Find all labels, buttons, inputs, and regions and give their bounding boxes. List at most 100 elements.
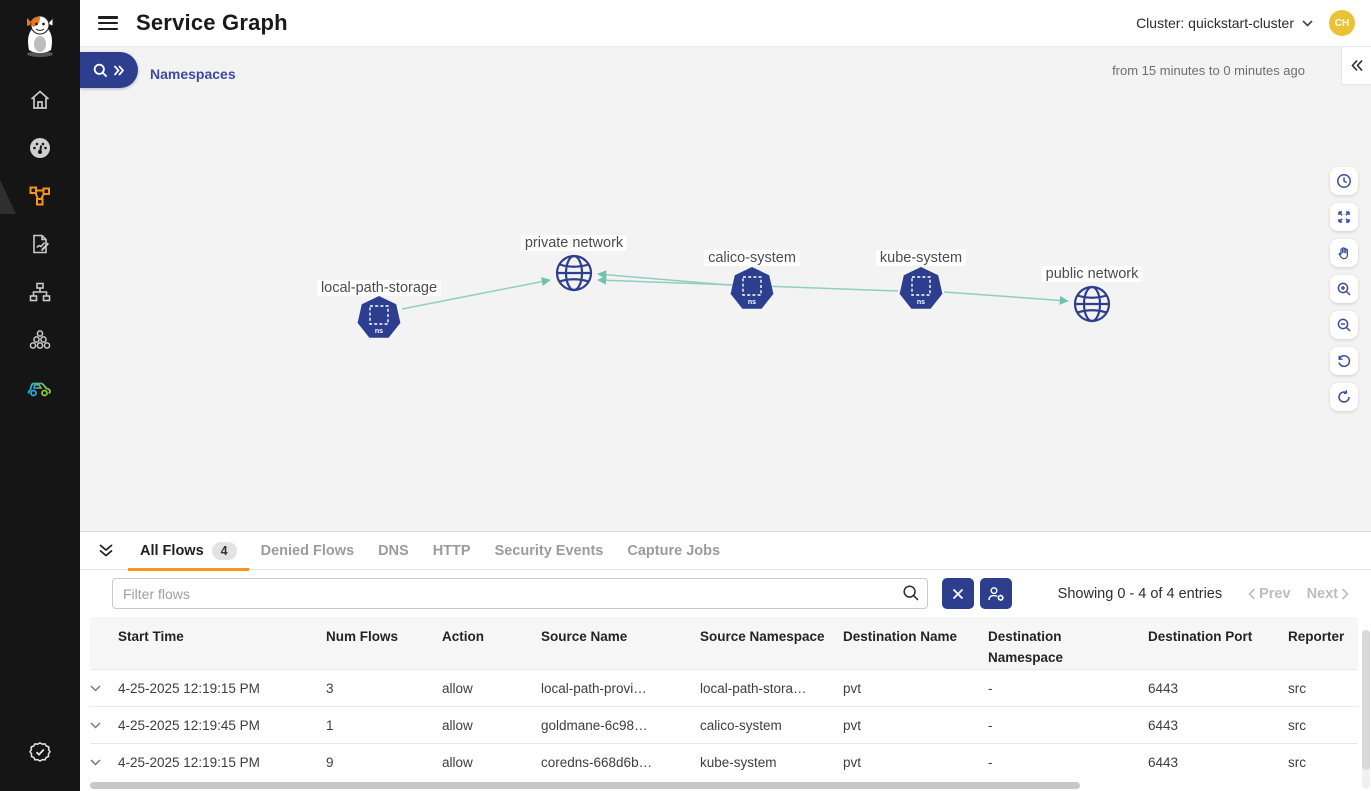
globe-icon bbox=[555, 254, 593, 292]
graph-toolbar bbox=[1330, 167, 1358, 411]
graph-node-label[interactable]: calico-system bbox=[704, 250, 800, 266]
flows-table-header: Start Time Num Flows Action Source Name … bbox=[90, 617, 1358, 669]
column-header[interactable]: Start Time bbox=[118, 629, 184, 644]
filter-row: Showing 0 - 4 of 4 entries Prev Next bbox=[80, 570, 1371, 617]
service-graph-canvas[interactable]: ns local-path-storage private network ns… bbox=[80, 47, 1371, 531]
graph-node-label[interactable]: kube-system bbox=[875, 250, 967, 266]
horizontal-scrollbar[interactable] bbox=[90, 782, 1080, 789]
sidebar-item-compliance[interactable] bbox=[0, 729, 80, 777]
graph-search-button[interactable] bbox=[80, 52, 138, 88]
sidebar-item-service-graph[interactable] bbox=[0, 172, 80, 220]
cluster-selector[interactable]: Cluster: quickstart-cluster bbox=[1136, 15, 1313, 31]
tab-all-flows[interactable]: All Flows 4 bbox=[128, 532, 249, 571]
fit-to-screen-button[interactable] bbox=[1330, 203, 1358, 231]
globe-icon bbox=[1073, 285, 1111, 323]
cell-destination-name: pvt bbox=[843, 754, 862, 770]
cell-start-time: 4-25-2025 12:19:15 PM bbox=[118, 680, 260, 696]
column-header[interactable]: Reporter bbox=[1288, 629, 1345, 644]
avatar[interactable]: CH bbox=[1329, 10, 1355, 36]
sidebar bbox=[0, 0, 80, 791]
zoom-in-button[interactable] bbox=[1330, 275, 1358, 303]
cell-destination-name: pvt bbox=[843, 680, 862, 696]
clear-filter-button[interactable] bbox=[942, 578, 974, 609]
row-expand-icon[interactable] bbox=[90, 684, 118, 692]
cell-destination-namespace: - bbox=[988, 717, 993, 733]
sidebar-item-workloads[interactable] bbox=[0, 316, 80, 364]
graph-node-network[interactable] bbox=[554, 253, 594, 293]
hamburger-menu-icon[interactable] bbox=[98, 16, 118, 30]
sidebar-item-dashboard[interactable] bbox=[0, 124, 80, 172]
panel-collapse-button[interactable] bbox=[96, 541, 116, 561]
chevron-left-icon bbox=[1248, 587, 1256, 600]
prev-page-button[interactable]: Prev bbox=[1248, 585, 1291, 602]
right-panel-expand-button[interactable] bbox=[1341, 47, 1371, 85]
zoom-out-icon bbox=[1337, 318, 1351, 332]
cell-source-name: goldmane-6c98… bbox=[541, 717, 648, 733]
column-header[interactable]: Destination Port bbox=[1148, 629, 1253, 644]
table-row[interactable]: 4-25-2025 12:19:45 PM 1 allow goldmane-6… bbox=[90, 706, 1358, 743]
sidebar-item-home[interactable] bbox=[0, 76, 80, 124]
graph-node-network[interactable] bbox=[1072, 284, 1112, 324]
column-header[interactable]: Source Name bbox=[541, 629, 628, 644]
double-chevron-left-icon bbox=[1350, 59, 1364, 72]
tab-security-events[interactable]: Security Events bbox=[483, 532, 616, 570]
page-title: Service Graph bbox=[136, 10, 288, 35]
graph-edges bbox=[401, 270, 1069, 310]
column-header[interactable]: Destination Name bbox=[843, 629, 958, 644]
tab-http[interactable]: HTTP bbox=[421, 532, 483, 570]
pan-button[interactable] bbox=[1330, 239, 1358, 267]
cell-start-time: 4-25-2025 12:19:45 PM bbox=[118, 717, 260, 733]
tab-label: All Flows bbox=[140, 542, 204, 559]
column-settings-button[interactable] bbox=[980, 578, 1012, 609]
top-bar: Service Graph Cluster: quickstart-cluste… bbox=[80, 0, 1371, 47]
cell-destination-namespace: - bbox=[988, 754, 993, 770]
sidebar-item-network[interactable] bbox=[0, 268, 80, 316]
prev-label: Prev bbox=[1259, 585, 1291, 602]
refresh-button[interactable] bbox=[1330, 383, 1358, 411]
cell-action: allow bbox=[442, 754, 473, 770]
filter-flows-input[interactable] bbox=[112, 578, 928, 609]
tab-dns[interactable]: DNS bbox=[366, 532, 421, 570]
row-expand-icon[interactable] bbox=[90, 758, 118, 766]
tab-denied-flows[interactable]: Denied Flows bbox=[249, 532, 366, 570]
cell-source-namespace: local-path-stora… bbox=[700, 680, 807, 696]
column-header[interactable]: Action bbox=[442, 629, 484, 644]
zoom-out-button[interactable] bbox=[1330, 311, 1358, 339]
svg-text:ns: ns bbox=[375, 328, 383, 335]
sidebar-item-observability[interactable] bbox=[0, 364, 80, 412]
cell-source-namespace: calico-system bbox=[700, 717, 782, 733]
column-header[interactable]: Num Flows bbox=[326, 629, 399, 644]
cell-destination-namespace: - bbox=[988, 680, 993, 696]
next-page-button[interactable]: Next bbox=[1307, 586, 1349, 602]
graph-node-namespace[interactable]: ns bbox=[730, 267, 774, 311]
tab-capture-jobs[interactable]: Capture Jobs bbox=[615, 532, 732, 570]
column-header[interactable]: Destination Namespace bbox=[988, 629, 1064, 665]
graph-node-namespace[interactable]: ns bbox=[899, 267, 943, 311]
graph-node-label[interactable]: public network bbox=[1041, 266, 1143, 282]
calico-logo[interactable] bbox=[19, 12, 61, 58]
pagination: Prev Next bbox=[1248, 586, 1349, 602]
table-row[interactable]: 4-25-2025 12:19:15 PM 3 allow local-path… bbox=[90, 669, 1358, 706]
close-icon bbox=[952, 588, 964, 599]
breadcrumb[interactable]: Namespaces bbox=[150, 66, 236, 82]
cell-num-flows: 3 bbox=[326, 680, 334, 696]
user-gear-icon bbox=[988, 586, 1004, 601]
cell-source-name: local-path-provi… bbox=[541, 680, 647, 696]
undo-icon bbox=[1338, 355, 1351, 368]
sidebar-item-policies[interactable] bbox=[0, 220, 80, 268]
reset-layout-button[interactable] bbox=[1330, 347, 1358, 375]
double-chevron-right-icon bbox=[113, 64, 125, 76]
graph-node-label[interactable]: private network bbox=[520, 235, 628, 251]
row-expand-icon[interactable] bbox=[90, 721, 118, 729]
fit-screen-icon bbox=[1338, 211, 1350, 223]
table-row[interactable]: 4-25-2025 12:19:15 PM 9 allow coredns-66… bbox=[90, 743, 1358, 780]
vertical-scrollbar[interactable] bbox=[1362, 630, 1370, 770]
time-settings-button[interactable] bbox=[1330, 167, 1358, 195]
cell-action: allow bbox=[442, 680, 473, 696]
flow-count-badge: 4 bbox=[211, 541, 237, 560]
dashboard-icon bbox=[28, 136, 52, 160]
search-icon[interactable] bbox=[902, 584, 920, 602]
column-header[interactable]: Source Namespace bbox=[700, 629, 825, 644]
graph-node-label[interactable]: local-path-storage bbox=[316, 280, 442, 296]
graph-node-namespace[interactable]: ns bbox=[357, 296, 401, 340]
